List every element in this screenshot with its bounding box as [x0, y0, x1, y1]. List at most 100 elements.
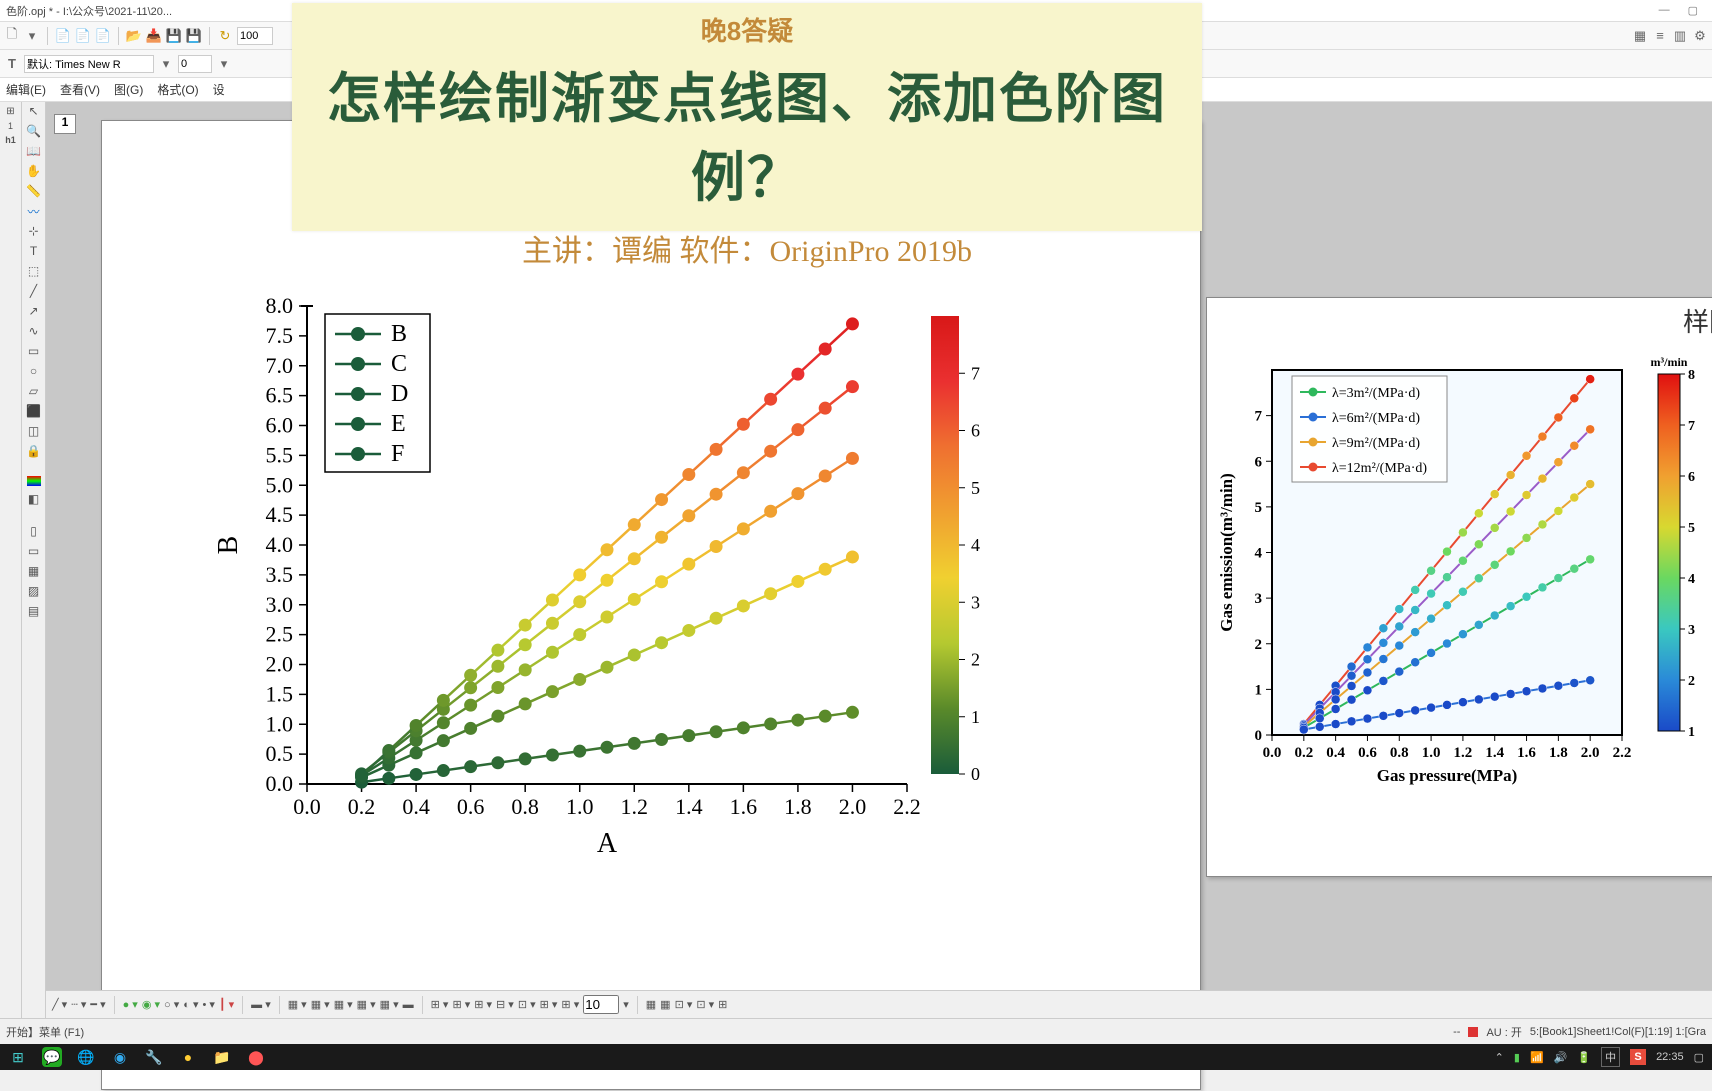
tray-up-icon[interactable]: ⌃: [1495, 1051, 1504, 1064]
lock-icon[interactable]: 🔒: [27, 444, 41, 458]
origin-icon[interactable]: ⬤: [246, 1047, 266, 1067]
dropdown-icon[interactable]: ▾: [24, 28, 40, 44]
palette-icon[interactable]: [27, 476, 41, 486]
size-dropdown-icon[interactable]: ▾: [216, 56, 232, 72]
text-icon[interactable]: T: [27, 244, 41, 258]
explorer-icon[interactable]: 📁: [212, 1047, 232, 1067]
dash-style-icon[interactable]: ┄ ▾: [71, 998, 86, 1011]
mask-icon[interactable]: ▦: [27, 564, 41, 578]
menu-more[interactable]: 设: [213, 81, 225, 98]
text-tool-icon[interactable]: T: [4, 56, 20, 72]
width-icon[interactable]: ━ ▾: [90, 998, 105, 1011]
scale-icon[interactable]: 📏: [27, 184, 41, 198]
layout4-icon[interactable]: ⊞: [718, 998, 727, 1011]
size-dd-icon[interactable]: ▾: [623, 998, 629, 1011]
line-style-icon[interactable]: ╱ ▾: [52, 998, 67, 1011]
symbol-size-input[interactable]: [583, 995, 619, 1014]
plot2-icon[interactable]: ▦ ▾: [311, 998, 330, 1011]
marker-border-icon[interactable]: ◉ ▾: [142, 998, 160, 1011]
plot6-icon[interactable]: ▬: [403, 999, 414, 1011]
pointer-icon[interactable]: ↖: [27, 104, 41, 118]
save-icon[interactable]: 💾: [166, 28, 182, 44]
grid-icon[interactable]: ▥: [1672, 28, 1688, 44]
ime-label[interactable]: 中: [1601, 1047, 1620, 1067]
hand-icon[interactable]: ✋: [27, 164, 41, 178]
col-icon[interactable]: ▯: [27, 524, 41, 538]
plot5-icon[interactable]: ▦ ▾: [380, 998, 399, 1011]
minimize-icon[interactable]: —: [1659, 4, 1670, 17]
roi-icon[interactable]: ◫: [27, 424, 41, 438]
refresh-icon[interactable]: ↻: [217, 28, 233, 44]
marker-fill-icon[interactable]: ● ▾: [123, 998, 138, 1011]
layout1-icon[interactable]: ▦: [660, 998, 670, 1011]
marker-interior-icon[interactable]: ◐ ▾: [183, 998, 198, 1011]
font-select[interactable]: [24, 55, 154, 73]
maximize-icon[interactable]: ▢: [1688, 4, 1698, 17]
arrow-icon[interactable]: ↗: [27, 304, 41, 318]
fontsize-input[interactable]: [178, 55, 212, 73]
expand-icon[interactable]: ⊞: [6, 106, 14, 117]
zoom-icon[interactable]: 🔍: [27, 124, 41, 138]
plot4-icon[interactable]: ▦ ▾: [357, 998, 376, 1011]
plot1-icon[interactable]: ▦ ▾: [288, 998, 307, 1011]
saveall-icon[interactable]: 💾: [186, 28, 202, 44]
tool-icon[interactable]: ⚙: [1692, 28, 1708, 44]
circle-icon[interactable]: ○: [27, 364, 41, 378]
align-icon[interactable]: ≡: [1652, 28, 1668, 44]
wechat-icon[interactable]: 💬: [42, 1047, 62, 1067]
open-icon[interactable]: 📂: [126, 28, 142, 44]
reader-icon[interactable]: 📖: [27, 144, 41, 158]
zoom-input[interactable]: [237, 27, 273, 45]
axes1-icon[interactable]: ⊞ ▾: [431, 998, 449, 1011]
rect-icon[interactable]: ▭: [27, 344, 41, 358]
unmask-icon[interactable]: ▨: [27, 584, 41, 598]
row-icon[interactable]: ▭: [27, 544, 41, 558]
axes4-icon[interactable]: ⊟ ▾: [496, 998, 514, 1011]
region-icon[interactable]: ⬛: [27, 404, 41, 418]
start-icon[interactable]: ⊞: [8, 1047, 28, 1067]
menu-format[interactable]: 格式(O): [157, 81, 198, 98]
coord-icon[interactable]: ⊹: [27, 224, 41, 238]
power-icon[interactable]: 🔋: [1577, 1051, 1591, 1064]
settings-icon[interactable]: 🔧: [144, 1047, 164, 1067]
reference-graph[interactable]: 样图 0.00.20.40.60.81.01.21.41.61.82.02.20…: [1206, 297, 1712, 877]
plot3-icon[interactable]: ▦ ▾: [334, 998, 353, 1011]
edge-icon[interactable]: ◉: [110, 1047, 130, 1067]
app1-icon[interactable]: ●: [178, 1047, 198, 1067]
axes5-icon[interactable]: ⊡ ▾: [518, 998, 536, 1011]
sogou-icon[interactable]: S: [1630, 1049, 1646, 1065]
new-icon[interactable]: 🗋: [4, 28, 20, 44]
font-dropdown-icon[interactable]: ▾: [158, 56, 174, 72]
antialiasing-icon[interactable]: ▦: [646, 998, 656, 1011]
notif-icon[interactable]: ▢: [1694, 1051, 1704, 1064]
poly-icon[interactable]: ▱: [27, 384, 41, 398]
curve-icon[interactable]: ∿: [27, 324, 41, 338]
doc2-icon[interactable]: 📄: [75, 28, 91, 44]
line-icon[interactable]: ╱: [27, 284, 41, 298]
marker-size-icon[interactable]: • ▾: [203, 998, 215, 1011]
menu-view[interactable]: 查看(V): [60, 81, 100, 98]
menu-edit[interactable]: 编辑(E): [6, 81, 46, 98]
clock[interactable]: 22:35: [1656, 1051, 1684, 1063]
layout3-icon[interactable]: ⊡ ▾: [696, 998, 714, 1011]
extract-icon[interactable]: ▤: [27, 604, 41, 618]
menu-graph[interactable]: 图(G): [114, 81, 143, 98]
axes7-icon[interactable]: ⊞ ▾: [561, 998, 579, 1011]
layer-tab[interactable]: 1: [54, 114, 76, 134]
wifi-icon[interactable]: 📶: [1530, 1051, 1544, 1064]
doc3-icon[interactable]: 📄: [95, 28, 111, 44]
marker-shape-icon[interactable]: ○ ▾: [164, 998, 179, 1011]
battery-icon[interactable]: ▮: [1514, 1051, 1520, 1064]
marker-line-icon[interactable]: ┃ ▾: [219, 998, 234, 1011]
axes3-icon[interactable]: ⊞ ▾: [474, 998, 492, 1011]
import-icon[interactable]: 📥: [146, 28, 162, 44]
axes2-icon[interactable]: ⊞ ▾: [452, 998, 470, 1011]
wave-icon[interactable]: 〰: [27, 204, 41, 218]
fill-icon[interactable]: ▬ ▾: [251, 998, 271, 1011]
layout2-icon[interactable]: ⊡ ▾: [675, 998, 693, 1011]
doc-icon[interactable]: 📄: [55, 28, 71, 44]
axes6-icon[interactable]: ⊞ ▾: [540, 998, 558, 1011]
annot-icon[interactable]: ⬚: [27, 264, 41, 278]
bw-icon[interactable]: ◧: [27, 492, 41, 506]
chrome-icon[interactable]: 🌐: [76, 1047, 96, 1067]
